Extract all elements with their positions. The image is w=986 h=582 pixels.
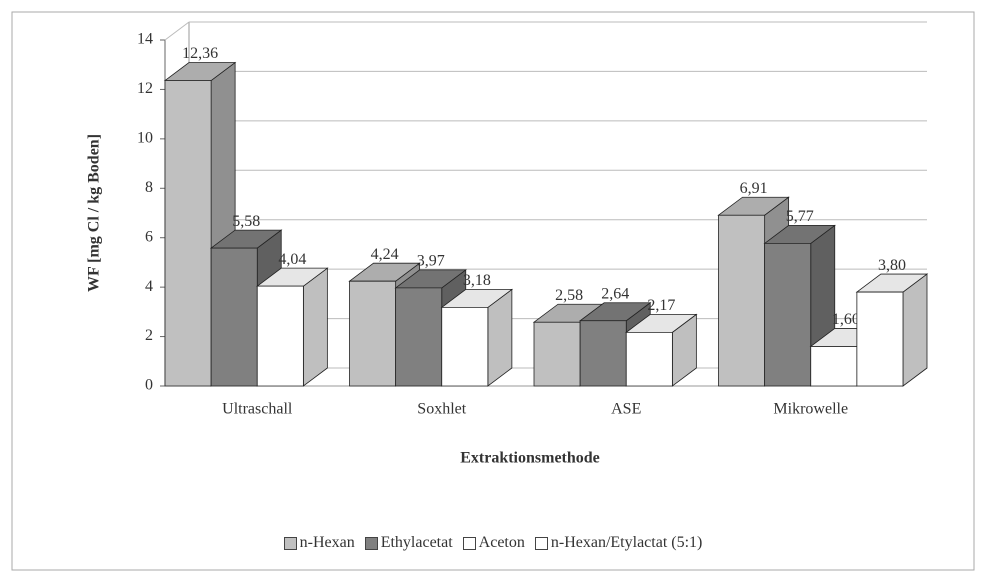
bar-front — [533, 321, 581, 387]
legend-swatch — [364, 536, 378, 550]
y-axis-label: WF [mg Cl / kg Boden] — [86, 134, 103, 292]
bar-side — [902, 273, 928, 387]
value-label: 3,18 — [463, 272, 491, 289]
value-label: 2,64 — [601, 285, 629, 302]
value-label: 6,91 — [740, 180, 768, 197]
value-label: 5,77 — [786, 208, 814, 225]
x-axis-label: Extraktionsmethode — [460, 450, 600, 467]
y-tick-label: 0 — [145, 377, 153, 394]
legend-swatch — [462, 536, 476, 550]
bar-front — [164, 80, 212, 387]
legend-item: Aceton — [462, 534, 525, 552]
bar-front — [579, 320, 627, 387]
bar-front — [210, 247, 258, 387]
value-label: 1,60 — [832, 311, 860, 328]
value-label: 5,58 — [232, 213, 260, 230]
bar — [256, 267, 329, 387]
bar-side — [302, 267, 328, 387]
legend-label: Ethylacetat — [380, 534, 453, 551]
bar-front — [764, 242, 812, 387]
value-label: 4,04 — [278, 251, 306, 268]
x-tick-label: Soxhlet — [417, 401, 466, 418]
legend-swatch — [283, 536, 297, 550]
bar-front — [625, 331, 673, 387]
bar-front — [810, 346, 858, 387]
legend: n-Hexan Ethylacetat Aceton n-Hexan/Etylacta… — [0, 534, 986, 552]
legend-label: Aceton — [478, 534, 525, 551]
legend-item: n-Hexan — [283, 534, 355, 552]
y-tick-label: 14 — [137, 31, 153, 48]
y-tick-label: 6 — [145, 228, 153, 245]
y-tick-label: 4 — [145, 278, 153, 295]
grid-line-side — [164, 21, 190, 41]
x-tick-label: Ultraschall — [222, 401, 293, 418]
legend-label: n-Hexan — [299, 534, 355, 551]
legend-swatch — [534, 536, 548, 550]
legend-item: n-Hexan/Etylactat (5:1) — [534, 534, 703, 552]
bar-front — [256, 285, 304, 387]
value-label: 3,97 — [417, 253, 445, 270]
legend-item: Ethylacetat — [364, 534, 453, 552]
bar — [625, 313, 698, 387]
value-label: 3,80 — [878, 257, 906, 274]
value-label: 2,17 — [647, 297, 675, 314]
bar — [855, 273, 929, 387]
bar-front — [349, 280, 397, 387]
bar-front — [718, 214, 766, 387]
y-tick-label: 8 — [145, 179, 153, 196]
x-tick-label: Mikrowelle — [773, 401, 848, 418]
x-tick-label: ASE — [611, 401, 641, 418]
y-tick-label: 12 — [137, 80, 153, 97]
value-label: 4,24 — [371, 246, 399, 263]
bar — [440, 288, 514, 387]
legend-label: n-Hexan/Etylactat (5:1) — [550, 534, 703, 551]
bar-front — [856, 291, 904, 387]
frame — [11, 11, 975, 571]
value-label: 2,58 — [555, 287, 583, 304]
y-tick-label: 2 — [145, 327, 153, 344]
value-label: 12,36 — [182, 45, 218, 62]
bar-front — [441, 307, 489, 387]
y-tick-label: 10 — [137, 130, 153, 147]
bar-front — [395, 287, 443, 387]
